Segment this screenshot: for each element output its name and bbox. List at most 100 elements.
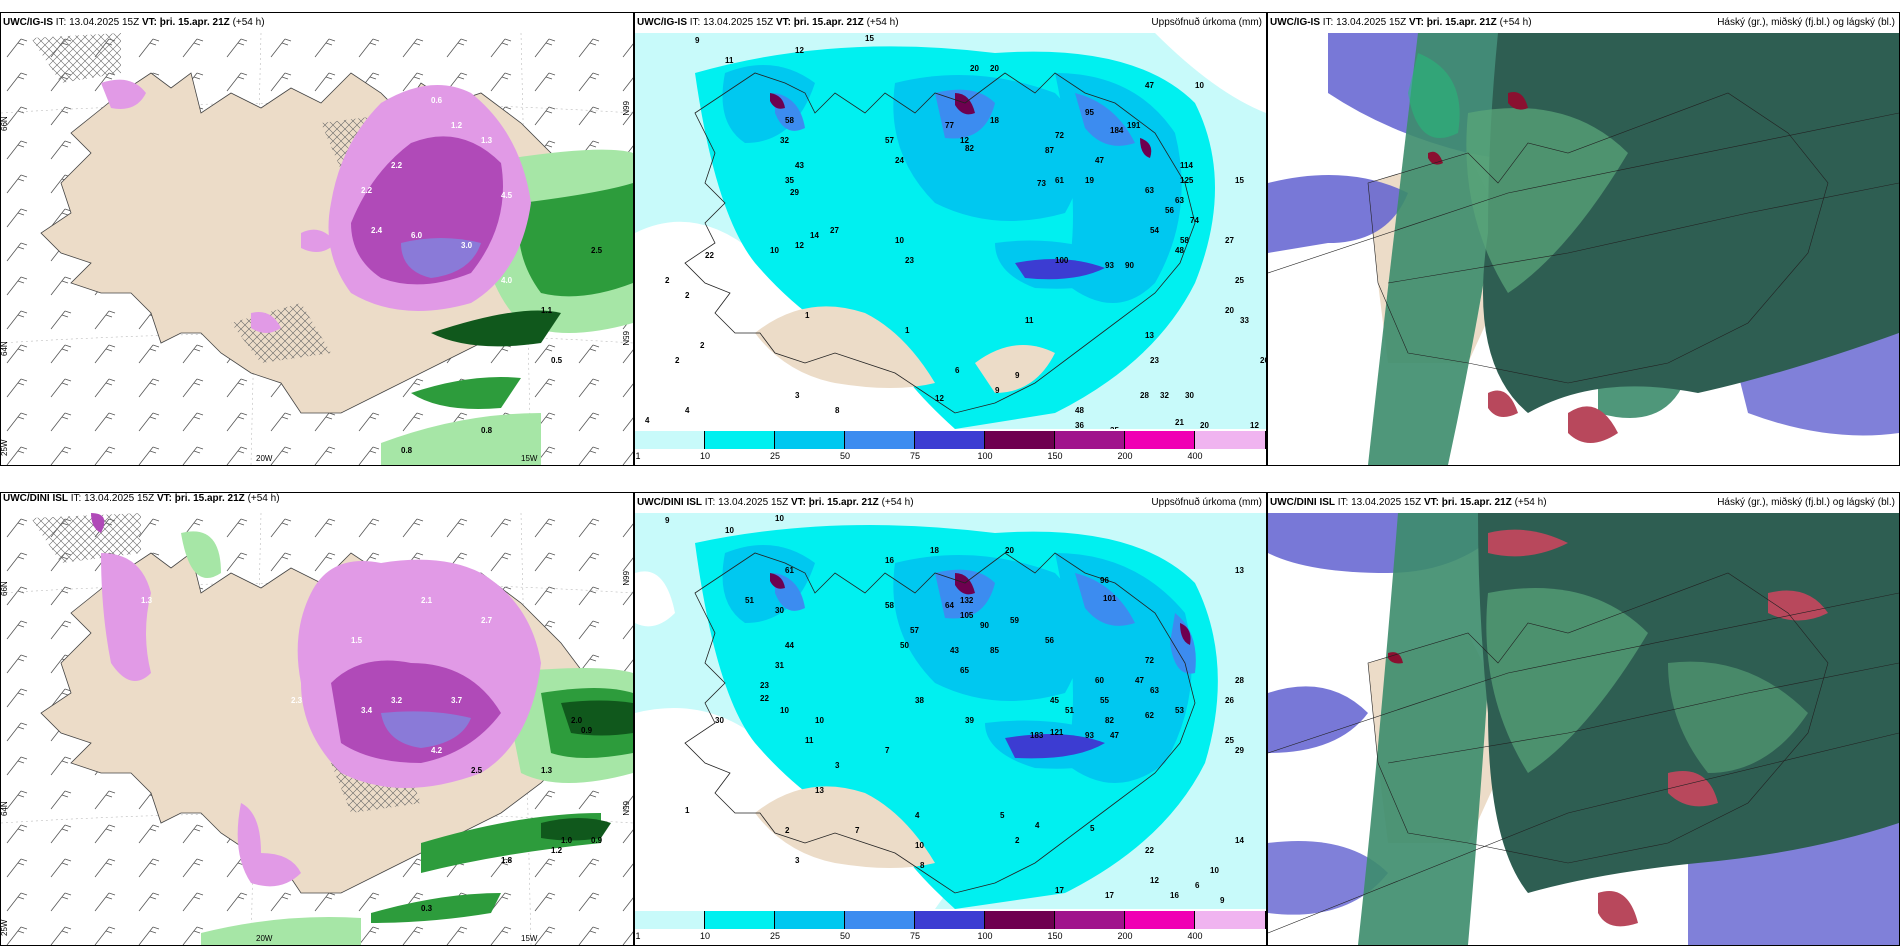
svg-text:65N: 65N [621, 801, 630, 816]
svg-text:25W: 25W [1, 919, 9, 936]
svg-text:47: 47 [1095, 156, 1104, 165]
colorbar-swatch [845, 911, 915, 929]
svg-text:32: 32 [1160, 391, 1169, 400]
colorbar-tick: 10 [699, 451, 711, 461]
svg-text:9: 9 [1220, 896, 1225, 905]
svg-text:3: 3 [835, 761, 840, 770]
svg-text:24: 24 [895, 156, 904, 165]
svg-text:56: 56 [1045, 636, 1054, 645]
svg-text:11: 11 [725, 56, 734, 65]
svg-text:4: 4 [1035, 821, 1040, 830]
colorbar-swatch [1195, 431, 1266, 449]
svg-text:23: 23 [760, 681, 769, 690]
colorbar-swatch [985, 431, 1055, 449]
svg-text:58: 58 [885, 601, 894, 610]
svg-text:66N: 66N [621, 571, 630, 586]
svg-text:1.1: 1.1 [541, 306, 553, 315]
svg-text:3: 3 [795, 391, 800, 400]
svg-text:45: 45 [1050, 696, 1059, 705]
svg-text:74: 74 [1190, 216, 1199, 225]
svg-text:8: 8 [835, 406, 840, 415]
colorbar-swatch [635, 911, 705, 929]
svg-text:2: 2 [700, 341, 705, 350]
panel-header: UWC/IG-IS IT: 13.04.2025 15Z VT: þri. 15… [637, 17, 899, 28]
svg-text:9: 9 [995, 386, 1000, 395]
svg-text:2: 2 [675, 356, 680, 365]
svg-text:59: 59 [1010, 616, 1019, 625]
svg-text:90: 90 [1125, 261, 1134, 270]
svg-text:12: 12 [935, 394, 944, 403]
colorbar-tick: 100 [977, 451, 993, 461]
axis-labels: 66N 64N 25W 20W 15W 66N 65N [1, 571, 630, 943]
svg-text:53: 53 [1175, 706, 1184, 715]
colorbar-tick: 75 [909, 451, 921, 461]
svg-text:73: 73 [1037, 179, 1046, 188]
svg-text:2.7: 2.7 [481, 616, 493, 625]
svg-text:47: 47 [1110, 731, 1119, 740]
svg-text:22: 22 [760, 694, 769, 703]
panel-ig-precip: UWC/IG-IS IT: 13.04.2025 15Z VT: þri. 15… [0, 12, 634, 466]
svg-text:1.2: 1.2 [451, 121, 463, 130]
svg-text:183: 183 [1030, 731, 1044, 740]
svg-text:93: 93 [1105, 261, 1114, 270]
colorbar-tick: 100 [977, 931, 993, 941]
svg-text:87: 87 [1045, 146, 1054, 155]
svg-text:51: 51 [1065, 706, 1074, 715]
svg-text:15: 15 [1235, 176, 1244, 185]
colorbar-swatch [845, 431, 915, 449]
svg-text:33: 33 [1240, 316, 1249, 325]
svg-text:1: 1 [805, 311, 810, 320]
map-ig-precip: 0.6 1.2 1.3 2.2 6.0 3.0 4.0 2.4 2.2 4.5 … [1, 33, 633, 465]
svg-text:4.2: 4.2 [431, 746, 443, 755]
svg-text:125: 125 [1180, 176, 1194, 185]
panel-dini-precip: UWC/DINI ISL IT: 13.04.2025 15Z VT: þri.… [0, 492, 634, 946]
svg-text:2.5: 2.5 [591, 246, 603, 255]
colorbar-tick: 25 [769, 931, 781, 941]
svg-text:12: 12 [1250, 421, 1259, 429]
svg-text:43: 43 [795, 161, 804, 170]
colorbar-swatch [1195, 911, 1266, 929]
svg-text:64N: 64N [1, 341, 9, 356]
svg-text:47: 47 [1135, 676, 1144, 685]
svg-text:12: 12 [795, 241, 804, 250]
svg-text:11: 11 [805, 736, 814, 745]
svg-text:0.8: 0.8 [401, 446, 413, 455]
svg-text:11: 11 [1025, 316, 1034, 325]
svg-text:7: 7 [885, 746, 890, 755]
svg-text:3.2: 3.2 [391, 696, 403, 705]
svg-text:82: 82 [965, 144, 974, 153]
svg-text:1: 1 [905, 326, 910, 335]
svg-text:64: 64 [945, 601, 954, 610]
map-ig-accum: 9 11 12 15 20 20 10 47 58 32 35 29 43 57… [635, 33, 1266, 429]
svg-text:72: 72 [1145, 656, 1154, 665]
svg-text:25W: 25W [1, 439, 9, 456]
svg-text:14: 14 [1235, 836, 1244, 845]
colorbar-swatch [775, 911, 845, 929]
svg-text:95: 95 [1085, 108, 1094, 117]
colorbar-swatch [775, 431, 845, 449]
svg-text:2.5: 2.5 [471, 766, 483, 775]
svg-text:25: 25 [1235, 276, 1244, 285]
svg-text:22: 22 [705, 251, 714, 260]
svg-text:23: 23 [905, 256, 914, 265]
svg-text:66N: 66N [621, 101, 630, 116]
svg-text:93: 93 [1085, 731, 1094, 740]
svg-text:4.5: 4.5 [501, 191, 513, 200]
svg-text:2: 2 [665, 276, 670, 285]
axis-labels: 66N 64N 25W 20W 15W 66N 65N [1, 101, 630, 463]
svg-text:66N: 66N [1, 116, 9, 131]
svg-text:100: 100 [1055, 256, 1069, 265]
svg-text:4: 4 [915, 811, 920, 820]
svg-text:1.0: 1.0 [561, 836, 573, 845]
svg-text:10: 10 [780, 706, 789, 715]
svg-text:56: 56 [1165, 206, 1174, 215]
svg-text:60: 60 [1095, 676, 1104, 685]
svg-text:20: 20 [1200, 421, 1209, 429]
svg-text:13: 13 [1145, 331, 1154, 340]
panel-header: UWC/IG-IS IT: 13.04.2025 15Z VT: þri. 15… [3, 17, 265, 28]
svg-text:0.3: 0.3 [421, 904, 433, 913]
colorbar-swatch [915, 431, 985, 449]
svg-text:2.2: 2.2 [391, 161, 403, 170]
colorbar-tick: 50 [839, 451, 851, 461]
svg-text:30: 30 [775, 606, 784, 615]
